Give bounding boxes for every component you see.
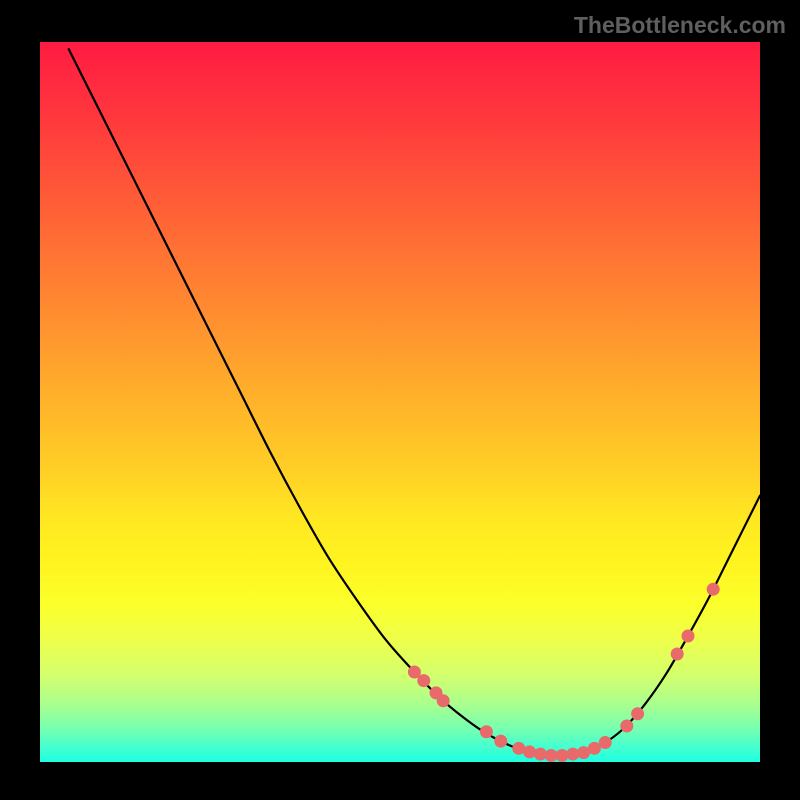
- curve-marker: [631, 707, 644, 720]
- curve-marker: [480, 725, 493, 738]
- curve-marker: [417, 674, 430, 687]
- curve-marker: [437, 694, 450, 707]
- curve-marker: [671, 648, 684, 661]
- watermark-text: TheBottleneck.com: [574, 12, 786, 39]
- curve-marker: [620, 720, 633, 733]
- bottleneck-curve-layer: [40, 42, 760, 762]
- curve-marker: [523, 745, 536, 758]
- curve-marker: [682, 630, 695, 643]
- curve-marker: [494, 735, 507, 748]
- curve-marker: [599, 736, 612, 749]
- plot-area: [40, 42, 760, 762]
- bottleneck-curve: [69, 49, 760, 755]
- chart-container: TheBottleneck.com: [0, 0, 800, 800]
- curve-marker: [707, 583, 720, 596]
